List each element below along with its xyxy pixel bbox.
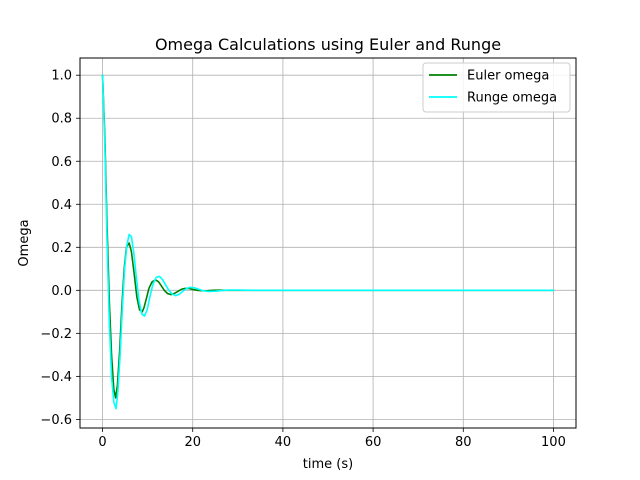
series-layer	[101, 74, 555, 410]
x-tick-label: 0	[98, 435, 106, 450]
y-tick-label: 1.0	[51, 69, 72, 84]
y-tick-label: 0.4	[51, 198, 72, 213]
plot-frame	[79, 57, 577, 429]
x-tick-label: 40	[275, 435, 292, 450]
y-tick-label: 0.8	[51, 112, 72, 127]
x-tick-label: 80	[455, 435, 472, 450]
y-tick-label: 0.2	[51, 241, 72, 256]
chart-title: Omega Calculations using Euler and Runge	[155, 35, 501, 54]
legend: Euler omega Runge omega	[422, 62, 571, 113]
legend-box	[422, 62, 571, 113]
y-tick-label: −0.4	[40, 370, 72, 385]
x-tick-label: 20	[184, 435, 201, 450]
legend-label: Runge omega	[467, 91, 557, 106]
y-tick-label: −0.6	[40, 413, 72, 428]
tick-layer: 0 20 40 60 80 100 −0.6 −0.4 −0.2 0.0 0.2 0.4 0.6 0.8 1…	[40, 69, 565, 450]
y-tick-label: 0.6	[51, 155, 72, 170]
y-tick-label: −0.2	[40, 327, 72, 342]
x-tick-label: 100	[541, 435, 566, 450]
x-tick-label: 60	[365, 435, 382, 450]
series-line-runge	[101, 74, 555, 410]
y-axis-label: Omega	[17, 219, 32, 266]
plot-area	[80, 58, 576, 428]
y-tick-label: 0.0	[51, 284, 72, 299]
legend-label: Euler omega	[467, 69, 549, 84]
x-axis-label: time (s)	[303, 457, 353, 472]
